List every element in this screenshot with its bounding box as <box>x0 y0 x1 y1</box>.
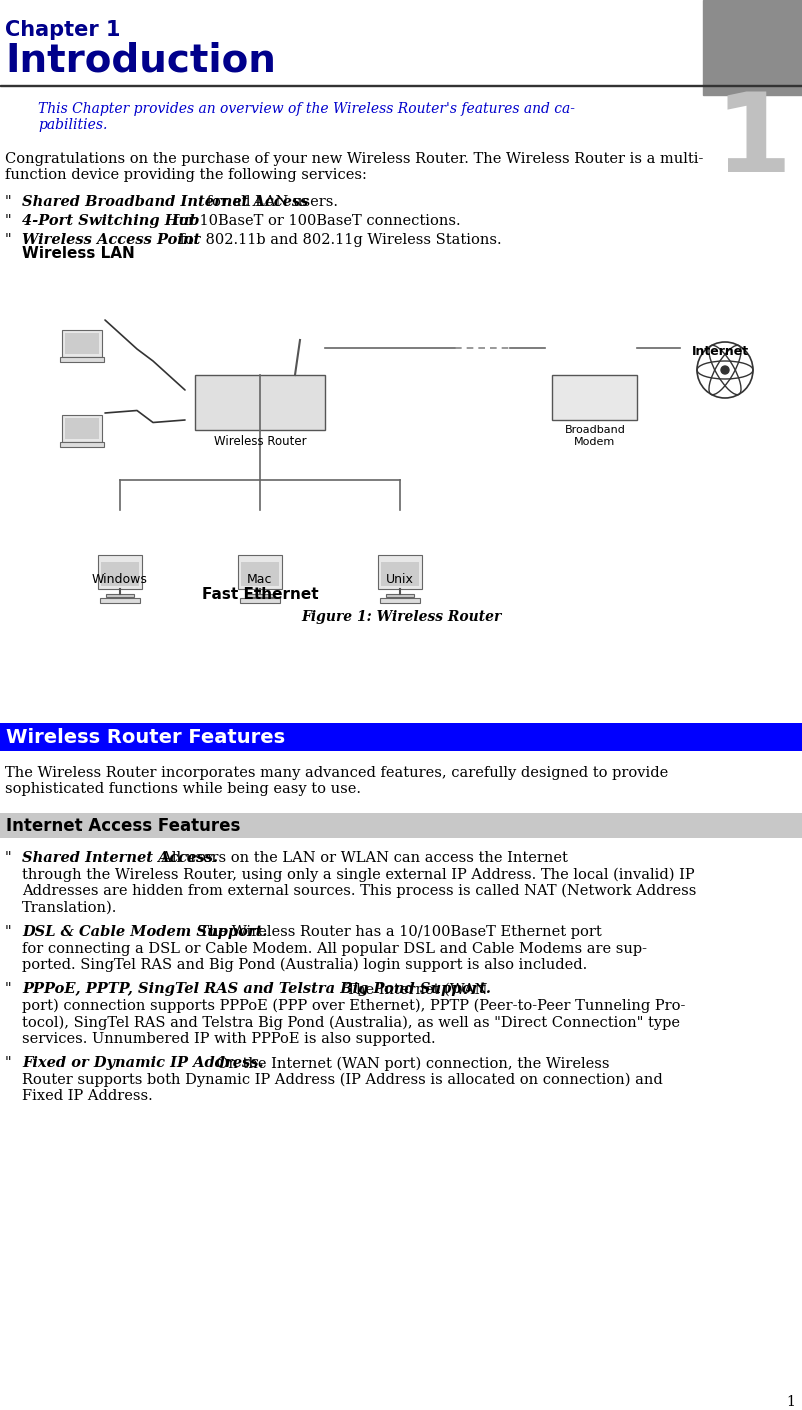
Text: for 802.11b and 802.11g Wireless Stations.: for 802.11b and 802.11g Wireless Station… <box>175 233 501 247</box>
Bar <box>241 563 278 587</box>
Bar <box>66 333 99 354</box>
Bar <box>245 594 273 596</box>
Text: ": " <box>5 233 11 247</box>
Bar <box>60 357 103 362</box>
Text: Fixed IP Address.: Fixed IP Address. <box>22 1090 152 1104</box>
Text: ": " <box>5 983 11 997</box>
Text: ": " <box>5 1056 11 1070</box>
Text: Wireless Router Features: Wireless Router Features <box>6 728 285 747</box>
Text: Shared Internet Access.: Shared Internet Access. <box>22 852 218 864</box>
Bar <box>0 85 802 86</box>
Bar <box>66 417 99 439</box>
Text: 4-Port Switching Hub: 4-Port Switching Hub <box>22 214 199 228</box>
Text: Figure 1: Wireless Router: Figure 1: Wireless Router <box>301 611 500 625</box>
Text: PPPoE, PPTP, SingTel RAS and Telstra Big Pond Support.: PPPoE, PPTP, SingTel RAS and Telstra Big… <box>22 983 490 997</box>
Text: through the Wireless Router, using only a single external IP Address. The local : through the Wireless Router, using only … <box>22 867 694 881</box>
Text: ": " <box>5 214 11 228</box>
Bar <box>0 723 802 752</box>
Text: ": " <box>5 852 11 864</box>
Text: Internet Access Features: Internet Access Features <box>6 816 240 835</box>
FancyBboxPatch shape <box>98 556 142 589</box>
Text: Broadband
Modem: Broadband Modem <box>564 424 625 447</box>
Text: for connecting a DSL or Cable Modem. All popular DSL and Cable Modems are sup-: for connecting a DSL or Cable Modem. All… <box>22 942 646 956</box>
Text: Mac: Mac <box>247 572 273 587</box>
Text: 1: 1 <box>785 1394 794 1409</box>
Text: All users on the LAN or WLAN can access the Internet: All users on the LAN or WLAN can access … <box>152 852 567 864</box>
Text: for 10BaseT or 100BaseT connections.: for 10BaseT or 100BaseT connections. <box>168 214 460 228</box>
Text: 1: 1 <box>714 87 791 195</box>
Text: Introduction: Introduction <box>5 42 276 80</box>
Text: Shared Broadband Internet Access: Shared Broadband Internet Access <box>22 195 308 209</box>
Text: Congratulations on the purchase of your new Wireless Router. The Wireless Router: Congratulations on the purchase of your … <box>5 152 703 166</box>
FancyBboxPatch shape <box>237 556 282 589</box>
Bar <box>386 594 414 596</box>
Text: The Wireless Router incorporates many advanced features, carefully designed to p: The Wireless Router incorporates many ad… <box>5 766 667 780</box>
Text: Wireless LAN: Wireless LAN <box>22 245 135 261</box>
Text: function device providing the following services:: function device providing the following … <box>5 168 367 182</box>
Text: ported. SingTel RAS and Big Pond (Australia) login support is also included.: ported. SingTel RAS and Big Pond (Austra… <box>22 957 586 973</box>
Bar <box>0 814 802 838</box>
Bar <box>379 598 419 603</box>
Text: pabilities.: pabilities. <box>38 118 107 133</box>
Text: This Chapter provides an overview of the Wireless Router's features and ca-: This Chapter provides an overview of the… <box>38 102 574 116</box>
Bar <box>702 0 802 94</box>
Text: Translation).: Translation). <box>22 901 117 915</box>
Text: ": " <box>5 925 11 939</box>
Circle shape <box>720 367 728 374</box>
Text: On the Internet (WAN port) connection, the Wireless: On the Internet (WAN port) connection, t… <box>207 1056 609 1070</box>
FancyBboxPatch shape <box>378 556 422 589</box>
Text: Wireless Router: Wireless Router <box>213 436 306 448</box>
Bar <box>100 598 140 603</box>
Bar <box>106 594 134 596</box>
Text: ": " <box>5 195 11 209</box>
FancyBboxPatch shape <box>195 375 325 430</box>
FancyBboxPatch shape <box>63 415 101 443</box>
Text: sophisticated functions while being easy to use.: sophisticated functions while being easy… <box>5 783 361 797</box>
FancyBboxPatch shape <box>63 330 101 357</box>
Text: Chapter 1: Chapter 1 <box>5 20 120 39</box>
Text: for all LAN users.: for all LAN users. <box>202 195 338 209</box>
Text: The Internet (WAN: The Internet (WAN <box>337 983 487 997</box>
Text: services. Unnumbered IP with PPPoE is also supported.: services. Unnumbered IP with PPPoE is al… <box>22 1032 435 1046</box>
Bar <box>101 563 139 587</box>
Text: Fast Ethernet: Fast Ethernet <box>201 587 318 602</box>
Text: Fixed or Dynamic IP Address.: Fixed or Dynamic IP Address. <box>22 1056 263 1070</box>
Text: DSL & Cable Modem Support.: DSL & Cable Modem Support. <box>22 925 267 939</box>
Text: tocol), SingTel RAS and Telstra Big Pond (Australia), as well as "Direct Connect: tocol), SingTel RAS and Telstra Big Pond… <box>22 1015 679 1029</box>
Text: Windows: Windows <box>92 572 148 587</box>
Text: Router supports both Dynamic IP Address (IP Address is allocated on connection) : Router supports both Dynamic IP Address … <box>22 1073 662 1087</box>
Text: Wireless Access Point: Wireless Access Point <box>22 233 200 247</box>
Text: Unix: Unix <box>386 572 413 587</box>
Text: Addresses are hidden from external sources. This process is called NAT (Network : Addresses are hidden from external sourc… <box>22 884 695 898</box>
Text: The Wireless Router has a 10/100BaseT Ethernet port: The Wireless Router has a 10/100BaseT Et… <box>190 925 601 939</box>
Bar <box>380 563 419 587</box>
Bar <box>60 443 103 447</box>
Text: Internet: Internet <box>691 345 747 358</box>
Text: port) connection supports PPPoE (PPP over Ethernet), PPTP (Peer-to-Peer Tunnelin: port) connection supports PPPoE (PPP ove… <box>22 1000 685 1014</box>
FancyBboxPatch shape <box>552 375 637 420</box>
Bar <box>240 598 280 603</box>
